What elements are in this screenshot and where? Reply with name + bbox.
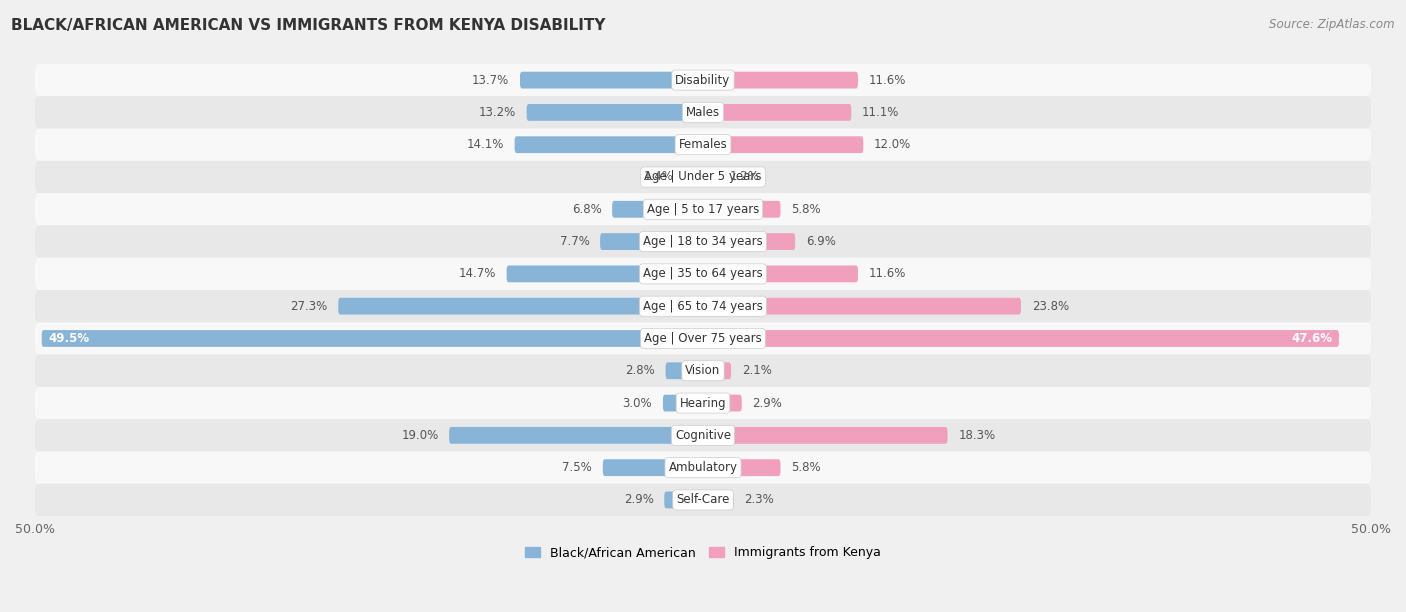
Text: 11.1%: 11.1% bbox=[862, 106, 900, 119]
Text: 14.7%: 14.7% bbox=[458, 267, 496, 280]
FancyBboxPatch shape bbox=[35, 290, 1371, 323]
Text: 11.6%: 11.6% bbox=[869, 267, 905, 280]
Text: 49.5%: 49.5% bbox=[48, 332, 90, 345]
FancyBboxPatch shape bbox=[703, 298, 1021, 315]
FancyBboxPatch shape bbox=[506, 266, 703, 282]
FancyBboxPatch shape bbox=[703, 362, 731, 379]
Text: 2.9%: 2.9% bbox=[752, 397, 782, 409]
FancyBboxPatch shape bbox=[35, 129, 1371, 161]
Legend: Black/African American, Immigrants from Kenya: Black/African American, Immigrants from … bbox=[520, 541, 886, 564]
Text: 5.8%: 5.8% bbox=[792, 203, 821, 216]
FancyBboxPatch shape bbox=[665, 362, 703, 379]
FancyBboxPatch shape bbox=[35, 323, 1371, 354]
Text: 1.4%: 1.4% bbox=[644, 171, 673, 184]
FancyBboxPatch shape bbox=[603, 459, 703, 476]
FancyBboxPatch shape bbox=[685, 168, 703, 185]
FancyBboxPatch shape bbox=[449, 427, 703, 444]
FancyBboxPatch shape bbox=[35, 354, 1371, 387]
Text: Disability: Disability bbox=[675, 73, 731, 87]
FancyBboxPatch shape bbox=[35, 193, 1371, 225]
FancyBboxPatch shape bbox=[35, 161, 1371, 193]
Text: Age | Under 5 years: Age | Under 5 years bbox=[644, 171, 762, 184]
Text: 18.3%: 18.3% bbox=[957, 429, 995, 442]
Text: Self-Care: Self-Care bbox=[676, 493, 730, 507]
Text: 13.2%: 13.2% bbox=[478, 106, 516, 119]
FancyBboxPatch shape bbox=[339, 298, 703, 315]
Text: 23.8%: 23.8% bbox=[1032, 300, 1069, 313]
Text: 3.0%: 3.0% bbox=[623, 397, 652, 409]
FancyBboxPatch shape bbox=[703, 266, 858, 282]
Text: 27.3%: 27.3% bbox=[290, 300, 328, 313]
FancyBboxPatch shape bbox=[35, 96, 1371, 129]
FancyBboxPatch shape bbox=[664, 491, 703, 509]
FancyBboxPatch shape bbox=[703, 459, 780, 476]
Text: 2.1%: 2.1% bbox=[742, 364, 772, 377]
Text: Cognitive: Cognitive bbox=[675, 429, 731, 442]
FancyBboxPatch shape bbox=[703, 104, 851, 121]
Text: 2.3%: 2.3% bbox=[744, 493, 775, 507]
FancyBboxPatch shape bbox=[35, 225, 1371, 258]
FancyBboxPatch shape bbox=[527, 104, 703, 121]
Text: Age | 35 to 64 years: Age | 35 to 64 years bbox=[643, 267, 763, 280]
Text: 14.1%: 14.1% bbox=[467, 138, 503, 151]
Text: 11.6%: 11.6% bbox=[869, 73, 905, 87]
Text: 1.2%: 1.2% bbox=[730, 171, 759, 184]
Text: 13.7%: 13.7% bbox=[472, 73, 509, 87]
Text: Hearing: Hearing bbox=[679, 397, 727, 409]
FancyBboxPatch shape bbox=[703, 395, 742, 411]
FancyBboxPatch shape bbox=[703, 491, 734, 509]
Text: Ambulatory: Ambulatory bbox=[668, 461, 738, 474]
FancyBboxPatch shape bbox=[703, 201, 780, 218]
Text: 5.8%: 5.8% bbox=[792, 461, 821, 474]
Text: 47.6%: 47.6% bbox=[1291, 332, 1333, 345]
FancyBboxPatch shape bbox=[35, 452, 1371, 484]
Text: Age | 5 to 17 years: Age | 5 to 17 years bbox=[647, 203, 759, 216]
FancyBboxPatch shape bbox=[520, 72, 703, 89]
FancyBboxPatch shape bbox=[703, 233, 796, 250]
Text: 2.8%: 2.8% bbox=[626, 364, 655, 377]
FancyBboxPatch shape bbox=[703, 427, 948, 444]
FancyBboxPatch shape bbox=[612, 201, 703, 218]
Text: Females: Females bbox=[679, 138, 727, 151]
FancyBboxPatch shape bbox=[703, 136, 863, 153]
FancyBboxPatch shape bbox=[35, 419, 1371, 452]
Text: Source: ZipAtlas.com: Source: ZipAtlas.com bbox=[1270, 18, 1395, 31]
Text: Age | 65 to 74 years: Age | 65 to 74 years bbox=[643, 300, 763, 313]
FancyBboxPatch shape bbox=[703, 168, 718, 185]
Text: Age | 18 to 34 years: Age | 18 to 34 years bbox=[643, 235, 763, 248]
Text: 19.0%: 19.0% bbox=[401, 429, 439, 442]
FancyBboxPatch shape bbox=[35, 64, 1371, 96]
Text: 7.7%: 7.7% bbox=[560, 235, 589, 248]
Text: 12.0%: 12.0% bbox=[875, 138, 911, 151]
Text: Vision: Vision bbox=[685, 364, 721, 377]
FancyBboxPatch shape bbox=[42, 330, 703, 347]
Text: 7.5%: 7.5% bbox=[562, 461, 592, 474]
FancyBboxPatch shape bbox=[600, 233, 703, 250]
FancyBboxPatch shape bbox=[35, 387, 1371, 419]
FancyBboxPatch shape bbox=[35, 484, 1371, 516]
FancyBboxPatch shape bbox=[662, 395, 703, 411]
Text: Males: Males bbox=[686, 106, 720, 119]
Text: BLACK/AFRICAN AMERICAN VS IMMIGRANTS FROM KENYA DISABILITY: BLACK/AFRICAN AMERICAN VS IMMIGRANTS FRO… bbox=[11, 18, 606, 34]
FancyBboxPatch shape bbox=[703, 330, 1339, 347]
FancyBboxPatch shape bbox=[515, 136, 703, 153]
Text: 6.8%: 6.8% bbox=[572, 203, 602, 216]
Text: 6.9%: 6.9% bbox=[806, 235, 835, 248]
Text: 2.9%: 2.9% bbox=[624, 493, 654, 507]
FancyBboxPatch shape bbox=[703, 72, 858, 89]
Text: Age | Over 75 years: Age | Over 75 years bbox=[644, 332, 762, 345]
FancyBboxPatch shape bbox=[35, 258, 1371, 290]
